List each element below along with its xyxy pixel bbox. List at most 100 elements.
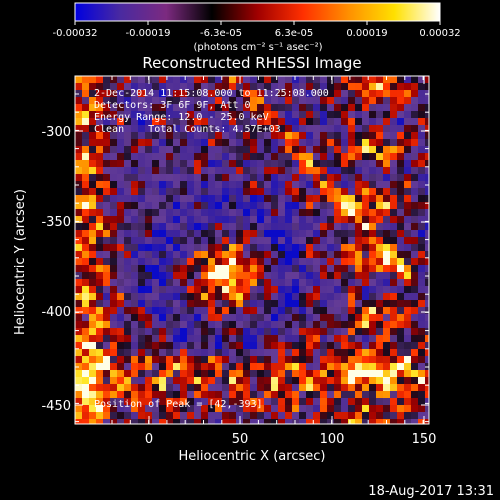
image-pixel xyxy=(96,111,103,118)
image-pixel xyxy=(89,363,96,370)
image-pixel xyxy=(278,209,285,216)
image-pixel xyxy=(362,300,369,307)
image-pixel xyxy=(313,209,320,216)
image-pixel xyxy=(159,97,166,104)
image-pixel xyxy=(82,272,89,279)
image-pixel xyxy=(96,216,103,223)
image-pixel xyxy=(166,174,173,181)
image-pixel xyxy=(383,174,390,181)
image-pixel xyxy=(131,104,138,111)
image-pixel xyxy=(257,377,264,384)
image-pixel xyxy=(369,398,376,405)
image-pixel xyxy=(404,391,411,398)
image-pixel xyxy=(341,363,348,370)
image-pixel xyxy=(250,195,257,202)
image-pixel xyxy=(201,370,208,377)
image-pixel xyxy=(355,265,362,272)
image-pixel xyxy=(82,83,89,90)
image-pixel xyxy=(89,153,96,160)
image-pixel xyxy=(355,342,362,349)
image-pixel xyxy=(355,412,362,419)
image-pixel xyxy=(397,377,404,384)
image-pixel xyxy=(348,342,355,349)
image-pixel xyxy=(313,307,320,314)
image-pixel xyxy=(250,328,257,335)
image-pixel xyxy=(383,83,390,90)
image-pixel xyxy=(201,412,208,419)
image-pixel xyxy=(376,188,383,195)
image-pixel xyxy=(138,314,145,321)
image-pixel xyxy=(243,153,250,160)
image-pixel xyxy=(362,209,369,216)
image-pixel xyxy=(404,202,411,209)
image-pixel xyxy=(180,188,187,195)
image-pixel xyxy=(292,146,299,153)
image-pixel xyxy=(425,76,429,83)
image-pixel xyxy=(152,153,159,160)
image-pixel xyxy=(236,405,243,412)
image-pixel xyxy=(327,118,334,125)
image-pixel xyxy=(257,237,264,244)
image-pixel xyxy=(320,146,327,153)
image-pixel xyxy=(131,251,138,258)
image-pixel xyxy=(243,104,250,111)
image-pixel xyxy=(285,384,292,391)
image-pixel xyxy=(341,286,348,293)
image-pixel xyxy=(236,139,243,146)
image-pixel xyxy=(292,181,299,188)
image-pixel xyxy=(362,419,369,424)
image-pixel xyxy=(257,286,264,293)
image-pixel xyxy=(145,111,152,118)
image-pixel xyxy=(159,181,166,188)
image-pixel xyxy=(187,286,194,293)
image-pixel xyxy=(152,384,159,391)
image-pixel xyxy=(215,300,222,307)
image-pixel xyxy=(306,321,313,328)
image-pixel xyxy=(89,405,96,412)
image-pixel xyxy=(299,167,306,174)
image-pixel xyxy=(404,153,411,160)
image-pixel xyxy=(82,314,89,321)
image-pixel xyxy=(243,272,250,279)
image-pixel xyxy=(299,314,306,321)
image-pixel xyxy=(138,370,145,377)
image-pixel xyxy=(313,384,320,391)
image-pixel xyxy=(145,321,152,328)
image-pixel xyxy=(208,202,215,209)
image-pixel xyxy=(159,118,166,125)
image-pixel xyxy=(383,223,390,230)
image-pixel xyxy=(145,370,152,377)
image-pixel xyxy=(292,97,299,104)
image-pixel xyxy=(285,300,292,307)
image-pixel xyxy=(138,384,145,391)
image-pixel xyxy=(215,349,222,356)
image-pixel xyxy=(306,356,313,363)
image-pixel xyxy=(418,104,425,111)
image-pixel xyxy=(243,300,250,307)
image-pixel xyxy=(173,398,180,405)
image-pixel xyxy=(348,104,355,111)
image-pixel xyxy=(320,90,327,97)
image-pixel xyxy=(222,251,229,258)
image-pixel xyxy=(327,363,334,370)
image-pixel xyxy=(222,118,229,125)
image-pixel xyxy=(145,181,152,188)
image-pixel xyxy=(89,286,96,293)
image-pixel xyxy=(250,412,257,419)
image-pixel xyxy=(110,405,117,412)
image-pixel xyxy=(96,146,103,153)
image-pixel xyxy=(334,314,341,321)
image-pixel xyxy=(397,293,404,300)
image-pixel xyxy=(89,216,96,223)
image-pixel xyxy=(411,328,418,335)
image-pixel xyxy=(327,265,334,272)
image-pixel xyxy=(327,314,334,321)
image-pixel xyxy=(306,286,313,293)
image-pixel xyxy=(187,111,194,118)
image-pixel xyxy=(355,356,362,363)
image-pixel xyxy=(208,237,215,244)
image-pixel xyxy=(82,202,89,209)
image-pixel xyxy=(173,335,180,342)
image-pixel xyxy=(152,237,159,244)
